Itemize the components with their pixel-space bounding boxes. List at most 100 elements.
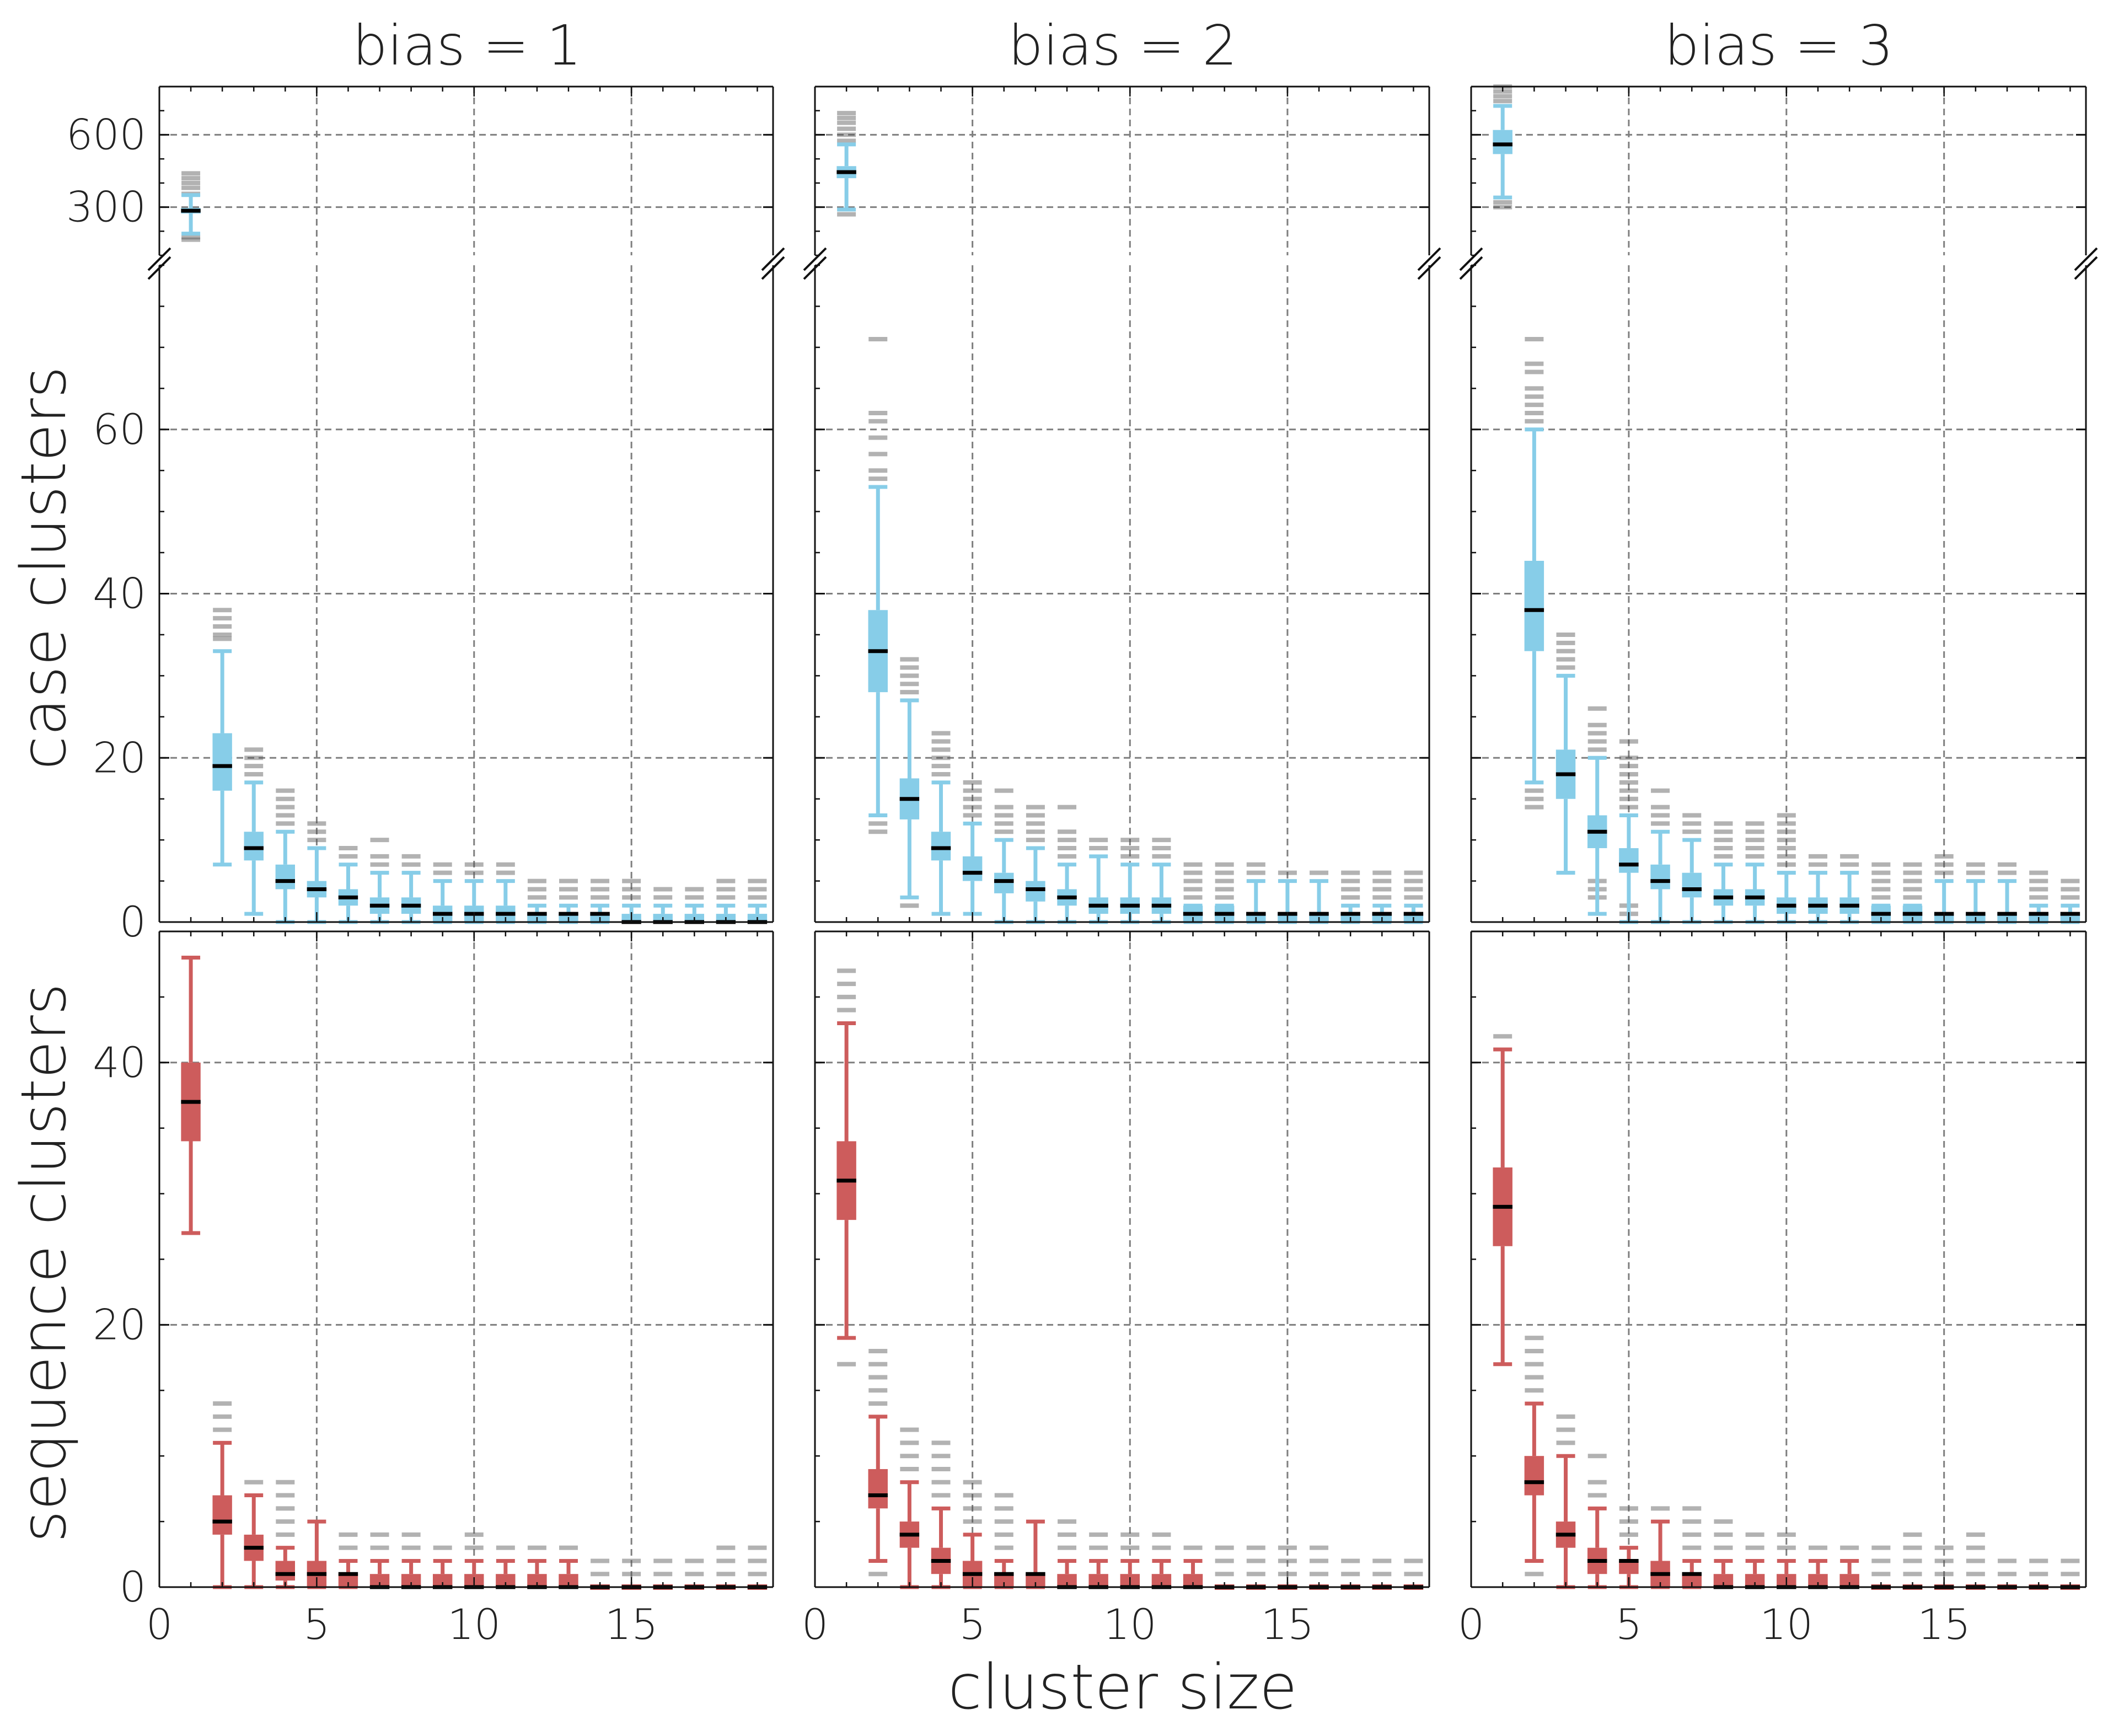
box-body [1682, 1574, 1702, 1587]
box-19 [747, 878, 768, 924]
x-tick-label: 10 [1760, 1600, 1813, 1649]
segment-upper [1470, 84, 2087, 256]
column-title-bias-1: bias = 1 [352, 13, 582, 78]
box-3 [1555, 1414, 1576, 1589]
box-8 [1057, 805, 1077, 924]
box-7 [369, 1532, 390, 1589]
x-tick-label: 5 [303, 1600, 330, 1649]
box-body [401, 1574, 421, 1587]
panel-3 [1459, 84, 2098, 924]
axis-break-mark [147, 247, 171, 271]
box-1 [181, 171, 201, 242]
axis-break-mark [761, 247, 785, 271]
x-tick-label: 0 [1458, 1600, 1484, 1649]
box-11 [496, 1545, 516, 1589]
axis-break-mark [147, 256, 171, 280]
box-3 [244, 1480, 264, 1589]
box-14 [590, 878, 610, 924]
box-1 [836, 111, 856, 217]
box-body [432, 1574, 453, 1587]
x-tick-label: 15 [605, 1600, 658, 1649]
box-16 [1309, 870, 1329, 924]
box-3 [899, 657, 920, 908]
x-axis-label-cluster-size: cluster size [948, 1652, 1297, 1723]
box-body [212, 1495, 232, 1535]
box-body [1088, 1574, 1108, 1587]
box-body [1650, 864, 1670, 890]
box-1 [181, 956, 201, 1235]
box-3 [1555, 632, 1576, 875]
box-8 [401, 854, 421, 924]
box-2 [868, 336, 888, 834]
y-tick-label: 0 [120, 1562, 146, 1611]
box-8 [1713, 1519, 1734, 1589]
axis-break-mark [1459, 256, 1483, 280]
axis-break-mark [2074, 256, 2098, 280]
segment-single [1470, 930, 2087, 1590]
box-11 [1151, 1532, 1172, 1589]
box-11 [496, 862, 516, 924]
box-body [962, 856, 983, 881]
box-1 [1493, 84, 1512, 210]
panel-6: 0 5 10 15 [1458, 930, 2087, 1649]
box-body [1524, 1456, 1544, 1496]
axis-break-mark [1417, 256, 1441, 280]
box-body [1713, 1574, 1734, 1587]
box-7 [1026, 805, 1045, 924]
x-tick-label: 5 [1616, 1600, 1642, 1649]
box-9 [1745, 1532, 1765, 1589]
segment-single: 0 20 40 [93, 930, 774, 1611]
box-2 [1524, 336, 1544, 810]
box-4 [931, 1440, 951, 1589]
box-8 [1057, 1519, 1077, 1589]
y-tick-label: 60 [93, 405, 146, 454]
box-11 [1808, 1545, 1828, 1589]
axis-break-mark [2074, 247, 2098, 271]
box-body [1026, 1574, 1045, 1587]
axis-break-mark [803, 256, 827, 280]
box-17 [1997, 862, 2017, 924]
axis-break-mark [761, 256, 785, 280]
box-body [994, 1574, 1014, 1587]
box-12 [1839, 854, 1859, 924]
box-6 [338, 846, 358, 924]
box-2 [212, 1401, 232, 1589]
box-body [275, 864, 296, 890]
axis-break-mark [803, 247, 827, 271]
box-14 [1902, 1532, 1923, 1590]
box-16 [1966, 1532, 1986, 1590]
box-body [1151, 1574, 1172, 1587]
box-14 [1246, 862, 1266, 924]
box-10 [464, 862, 484, 924]
box-5 [307, 821, 327, 924]
box-18 [1372, 870, 1392, 924]
box-7 [1682, 813, 1702, 924]
box-4 [1587, 1454, 1607, 1589]
box-body [868, 1469, 888, 1509]
box-body [1619, 848, 1639, 873]
box-body [559, 1574, 578, 1587]
box-body [994, 872, 1014, 893]
box-12 [527, 1545, 547, 1589]
box-body [1619, 1561, 1639, 1574]
box-body [1524, 560, 1544, 651]
box-9 [1088, 838, 1108, 924]
box-9 [432, 862, 453, 924]
axis-break-mark [1417, 247, 1441, 271]
box-13 [559, 1545, 578, 1589]
box-body [931, 832, 951, 861]
panel-2 [803, 85, 1441, 924]
box-13 [1871, 862, 1891, 924]
panel-4: 0 20 40 0 5 10 15 [93, 930, 774, 1649]
box-body [527, 1574, 547, 1587]
box-4 [275, 788, 296, 924]
x-tick-label: 15 [1917, 1600, 1971, 1649]
box-body [1493, 130, 1512, 154]
box-6 [994, 788, 1014, 924]
box-2 [1524, 1336, 1544, 1577]
box-18 [2029, 870, 2048, 924]
box-body [244, 832, 264, 861]
box-13 [1214, 862, 1235, 924]
box-11 [1151, 838, 1172, 924]
y-axis-label-sequence-clusters: sequence clusters [8, 983, 80, 1543]
